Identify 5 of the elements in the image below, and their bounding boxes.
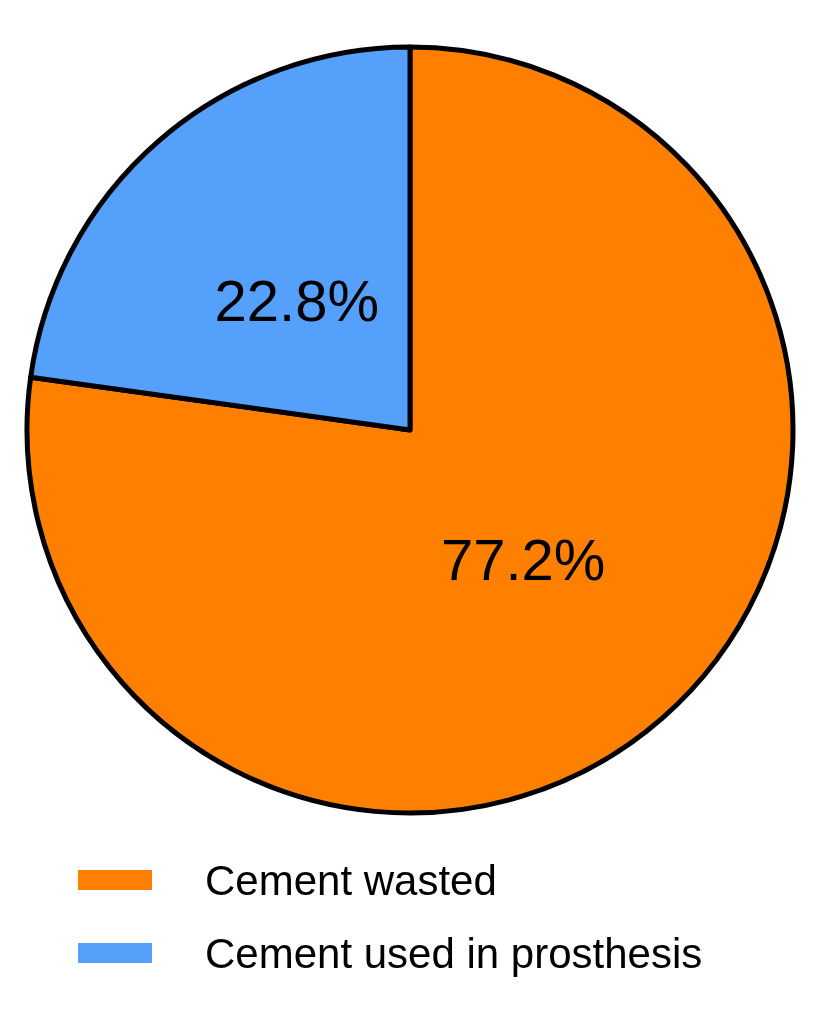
legend-label: Cement used in prosthesis	[205, 929, 703, 977]
data-label: 22.8%	[214, 267, 380, 333]
pie-slice	[24, 44, 796, 816]
data-label: 77.2%	[440, 527, 606, 593]
legend-label: Cement wasted	[205, 856, 497, 904]
